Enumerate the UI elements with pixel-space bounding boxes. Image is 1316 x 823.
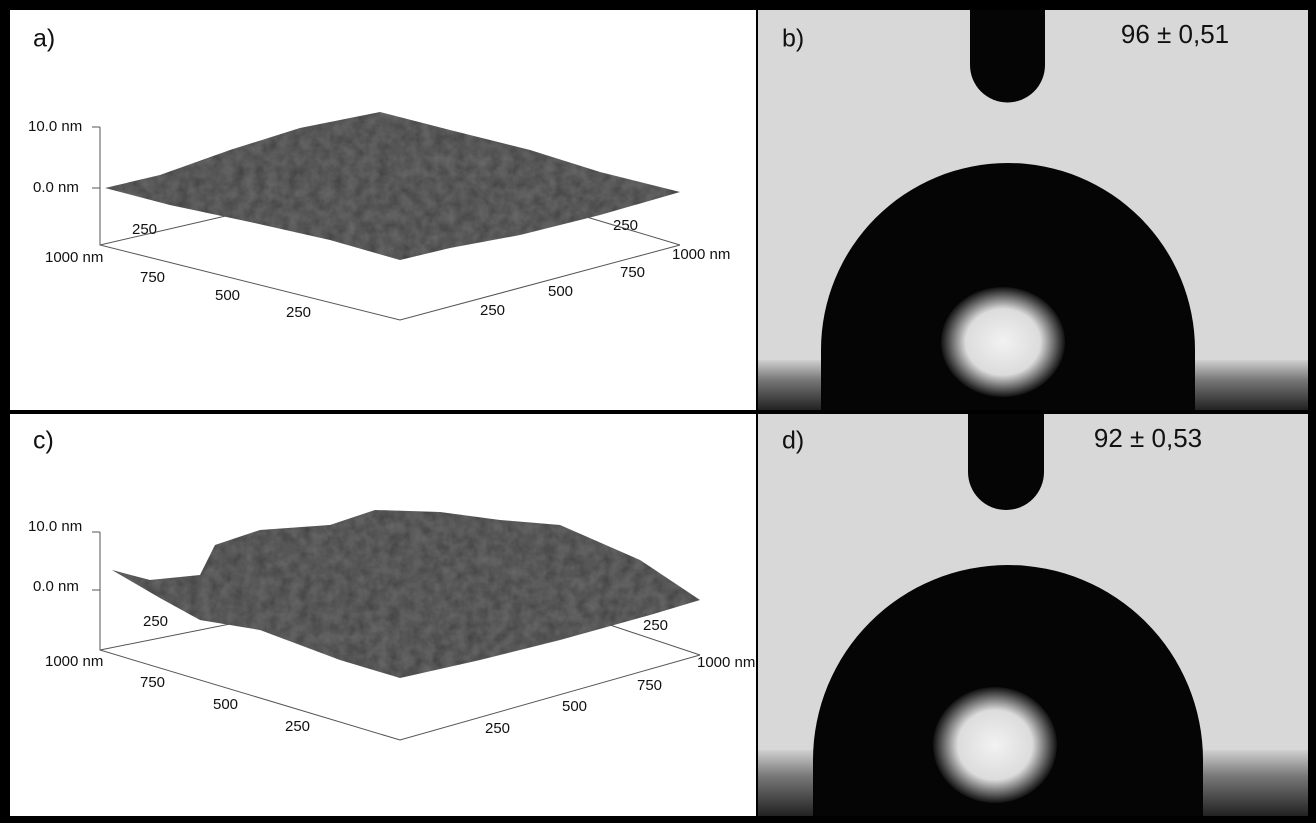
axis-label: 500 [215,287,240,304]
axis-label: 250 [480,302,505,319]
panel-b: b) 96 ± 0,51 [758,0,1308,410]
axis-label: 250 [132,221,157,238]
axis-label: 250 [285,718,310,735]
axis-label: 750 [140,269,165,286]
contact-angle: 96 ± 0,51 [1121,19,1229,49]
axis-label: 1000 nm [45,653,103,670]
needle [970,0,1045,103]
axis-label: 250 [286,304,311,321]
axis-label: 500 [548,283,573,300]
axis-label: 1000 nm [697,654,755,671]
panel-a: a) 10.0 nm 0.0 nm 1000 nm 750 500 250 25… [10,10,756,410]
z-label: 10.0 nm [28,118,82,135]
axis-label: 250 [143,613,168,630]
axis-label: 750 [620,264,645,281]
panel-d: d) 92 ± 0,53 [758,400,1308,816]
reflection [941,287,1065,397]
panel-label: b) [782,25,804,53]
axis-label: 250 [613,217,638,234]
axis-label: 1000 nm [672,246,730,263]
axis-label: 500 [213,696,238,713]
axis-label: 750 [637,677,662,694]
divider [10,410,1308,414]
axis-label: 500 [562,698,587,715]
axis-label: 1000 nm [45,249,103,266]
panel-c: c) 10.0 nm 0.0 nm 1000 nm 750 500 250 25… [10,414,756,816]
axis-label: 250 [643,617,668,634]
page: a) 10.0 nm 0.0 nm 1000 nm 750 500 250 25… [0,0,1316,823]
panel-label: c) [33,427,54,455]
contact-angle: 92 ± 0,53 [1094,423,1202,453]
figure: a) 10.0 nm 0.0 nm 1000 nm 750 500 250 25… [0,0,1316,823]
z-label: 10.0 nm [28,518,82,535]
needle [968,400,1044,510]
panel-label: d) [782,427,804,455]
reflection [933,687,1057,803]
axis-label: 250 [485,720,510,737]
z-label: 0.0 nm [33,179,79,196]
panel-label: a) [33,25,55,53]
axis-label: 750 [140,674,165,691]
z-label: 0.0 nm [33,578,79,595]
